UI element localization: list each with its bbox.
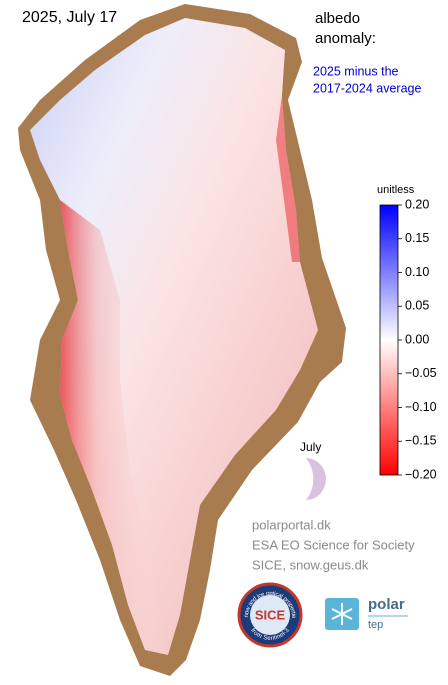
colorbar-label: unitless <box>377 184 415 196</box>
colorbar <box>379 204 399 476</box>
season-icon <box>306 458 326 500</box>
legend-subtitle: 2017-2024 average <box>313 81 421 95</box>
colorbar-tick-label: 0.05 <box>405 299 429 313</box>
ice-melt-margin <box>60 200 168 655</box>
colorbar-tick-label: 0.10 <box>405 265 429 279</box>
credit: SICE, snow.geus.dk <box>252 557 369 572</box>
map-date: 2025, July 17 <box>22 9 117 26</box>
ice-east-margin <box>276 95 300 262</box>
colorbar-tick-label: 0.15 <box>405 231 429 245</box>
legend-title: albedo <box>315 10 360 27</box>
season-label: July <box>300 440 321 454</box>
colorbar-tick-label: −0.15 <box>405 434 437 448</box>
colorbar-tick-label: −0.05 <box>405 366 437 380</box>
colorbar-tick-label: −0.20 <box>405 467 437 481</box>
greenland <box>18 4 346 676</box>
colorbar-tick-label: 0.00 <box>405 332 429 346</box>
colorbar-tick-label: 0.20 <box>405 197 429 211</box>
credit: ESA EO Science for Society <box>252 537 415 552</box>
logo-polar: polar <box>368 596 405 613</box>
legend-subtitle: 2025 minus the <box>313 64 399 78</box>
sice-name: SICE <box>255 607 286 622</box>
legend-title: anomaly: <box>315 30 376 47</box>
credit: polarportal.dk <box>252 517 331 532</box>
logo-tep: tep <box>368 619 383 631</box>
polartep-logo: polar tep <box>325 596 408 631</box>
colorbar-tick-label: −0.10 <box>405 400 437 414</box>
